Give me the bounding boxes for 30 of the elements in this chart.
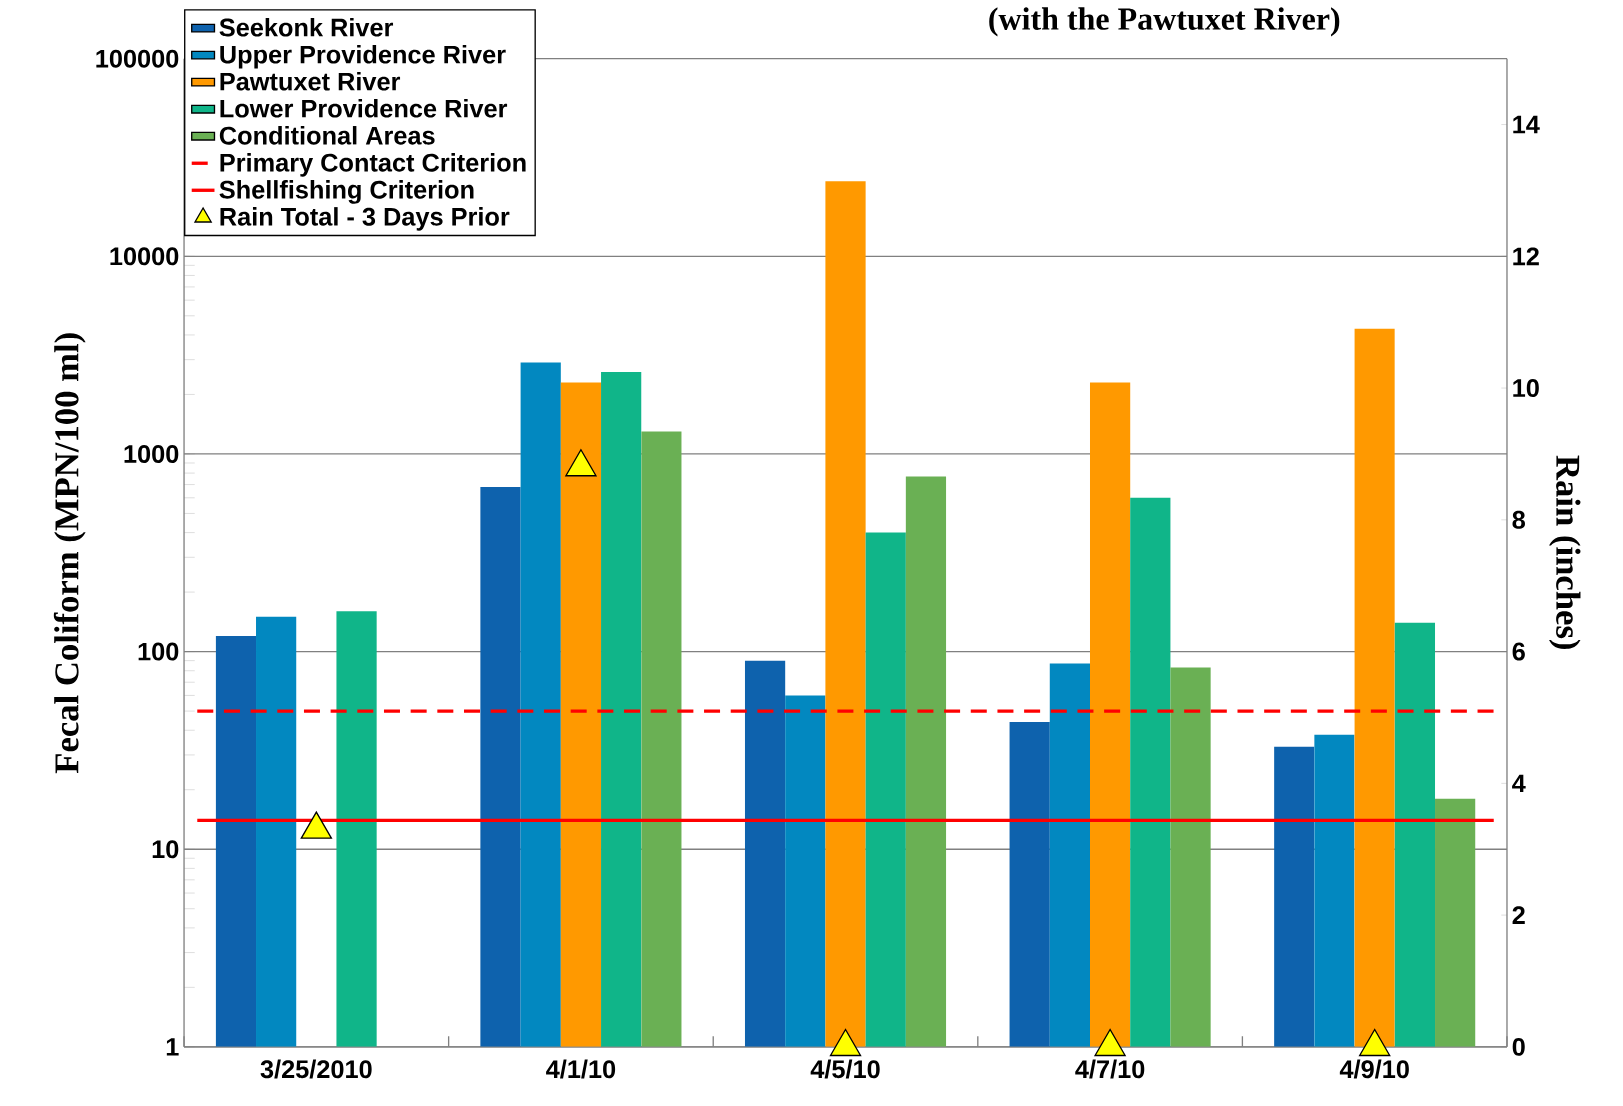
- y2-tick-label: 8: [1512, 511, 1525, 530]
- y2-axis-title: Rain (inches): [1549, 455, 1581, 650]
- y-tick-label: 1: [166, 1038, 179, 1056]
- y-axis-title: Fecal Coliform (MPN/100 ml): [53, 333, 86, 774]
- x-tick-label: 4/5/10: [810, 1059, 880, 1079]
- y-tick-label: 1000: [124, 445, 179, 464]
- legend-label: Conditional Areas: [219, 126, 435, 145]
- legend-label: Primary Contact Criterion: [220, 153, 526, 177]
- legend-label: Shellfishing Criterion: [219, 180, 474, 205]
- legend-label: Seekonk River: [219, 18, 394, 37]
- chart-title: (with the Pawtuxet River): [989, 7, 1340, 37]
- legend-label: Lower Providence River: [220, 99, 508, 118]
- x-tick-label: 4/9/10: [1339, 1059, 1409, 1079]
- legend-label: Pawtuxet River: [220, 72, 401, 91]
- y2-tick-label: 0: [1512, 1038, 1525, 1057]
- y2-tick-label: 12: [1513, 247, 1539, 266]
- y2-tick-label: 2: [1512, 906, 1525, 925]
- y2-tick-label: 14: [1513, 116, 1540, 134]
- y-tick-label: 10: [152, 840, 179, 859]
- y2-tick-label: 6: [1512, 642, 1525, 661]
- y-tick-label: 100000: [96, 49, 179, 68]
- legend-label: Upper Providence River: [220, 45, 506, 69]
- y2-tick-label: 10: [1513, 379, 1539, 398]
- x-tick-label: 4/7/10: [1075, 1059, 1145, 1079]
- y2-tick-label: 4: [1512, 774, 1526, 793]
- y-tick-label: 10000: [110, 247, 179, 266]
- y-tick-label: 100: [138, 642, 179, 661]
- x-tick-label: 4/1/10: [546, 1059, 616, 1079]
- x-tick-label: 3/25/2010: [260, 1059, 372, 1079]
- legend-label: Rain Total - 3 Days Prior: [220, 207, 510, 231]
